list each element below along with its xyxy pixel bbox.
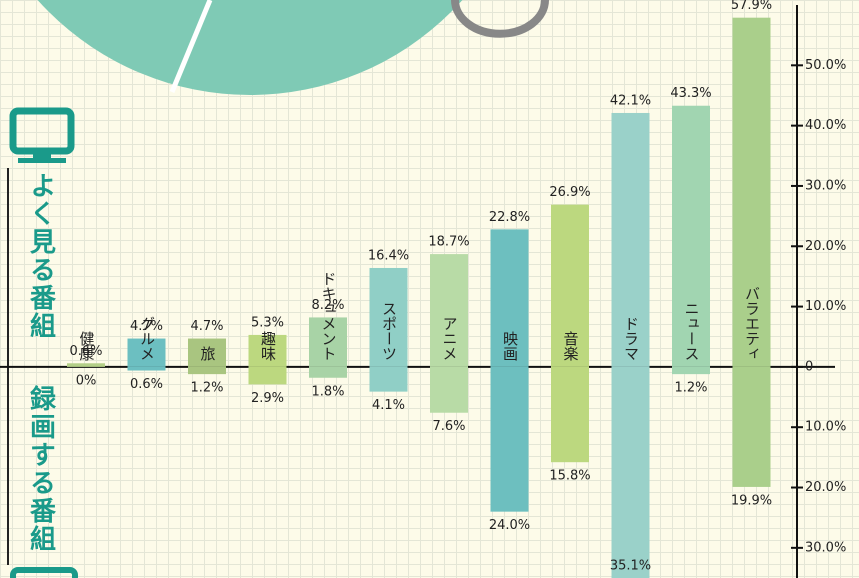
category-label: 音楽	[562, 331, 580, 361]
category-label: バラエティ	[743, 286, 761, 361]
bar	[611, 112, 650, 367]
y-tick-label: 10.0%	[805, 299, 846, 314]
category-label: スポーツ	[380, 301, 398, 361]
value-label: 4.1%	[372, 398, 405, 413]
value-label: 0.6%	[130, 377, 163, 392]
bar	[67, 363, 105, 367]
category-label: 旅	[199, 346, 217, 362]
bar	[672, 366, 710, 375]
value-label: 0%	[76, 373, 97, 388]
bar	[127, 338, 166, 367]
value-label: 1.2%	[190, 381, 223, 396]
ring-fragment	[451, 0, 549, 38]
pie-fragment	[37, 0, 463, 95]
y-tick-label: 20.0%	[805, 480, 846, 495]
value-label: 16.4%	[368, 248, 409, 263]
value-label: 0.6%	[69, 344, 102, 359]
value-label: 4.7%	[190, 319, 223, 334]
value-label: 15.8%	[549, 469, 590, 484]
value-label: 7.6%	[432, 419, 465, 434]
category-label: グルメ	[138, 316, 156, 361]
value-label: 22.8%	[489, 210, 530, 225]
bar	[672, 105, 710, 367]
y-tick-label: 50.0%	[805, 58, 846, 73]
bar	[127, 366, 166, 371]
y-tick-label: 20.0%	[805, 239, 846, 254]
bar	[188, 338, 226, 367]
category-label: ドキュメント	[320, 271, 338, 361]
legend-label: 録画する番組	[26, 384, 56, 553]
bar	[430, 366, 468, 413]
value-label: 8.2%	[311, 298, 344, 313]
category-label: 映画	[501, 331, 519, 361]
category-label: ドラマ	[622, 316, 640, 361]
y-tick-label: 30.0%	[805, 540, 846, 555]
bar	[248, 366, 287, 385]
value-label: 24.0%	[489, 518, 530, 533]
legend-label: よく見る番組	[26, 172, 56, 340]
bar	[369, 366, 408, 392]
tv-icon	[9, 107, 78, 578]
bar	[309, 317, 347, 367]
category-label: アニメ	[441, 316, 459, 361]
category-label: ニュース	[683, 301, 701, 361]
y-tick-label: 10.0%	[805, 420, 846, 435]
bar	[551, 366, 589, 463]
bar	[551, 204, 589, 367]
y-tick-label: 0	[805, 359, 813, 374]
value-label: 26.9%	[549, 185, 590, 200]
y-tick-label: 30.0%	[805, 178, 846, 193]
value-label: 5.3%	[251, 315, 284, 330]
y-tick-label: 40.0%	[805, 118, 846, 133]
bar	[248, 334, 287, 367]
value-label: 19.9%	[731, 493, 772, 508]
value-label: 35.1%	[610, 559, 651, 574]
value-label: 2.9%	[251, 391, 284, 406]
bar	[611, 366, 650, 578]
bar	[732, 17, 771, 367]
value-label: 43.3%	[670, 86, 711, 101]
category-label: 健康	[78, 331, 96, 361]
pie-divider	[169, 0, 213, 93]
bar	[430, 254, 468, 367]
bar	[490, 366, 529, 512]
bar	[732, 366, 771, 487]
value-label: 1.2%	[674, 381, 707, 396]
category-label: 趣味	[259, 331, 277, 361]
bar	[188, 366, 226, 375]
bar	[490, 229, 529, 367]
value-label: 42.1%	[610, 93, 651, 108]
value-label: 4.7%	[130, 319, 163, 334]
value-label: 18.7%	[428, 235, 469, 250]
bar	[369, 267, 408, 367]
value-label: 1.8%	[311, 384, 344, 399]
bar	[309, 366, 347, 378]
value-label: 57.9%	[731, 0, 772, 13]
